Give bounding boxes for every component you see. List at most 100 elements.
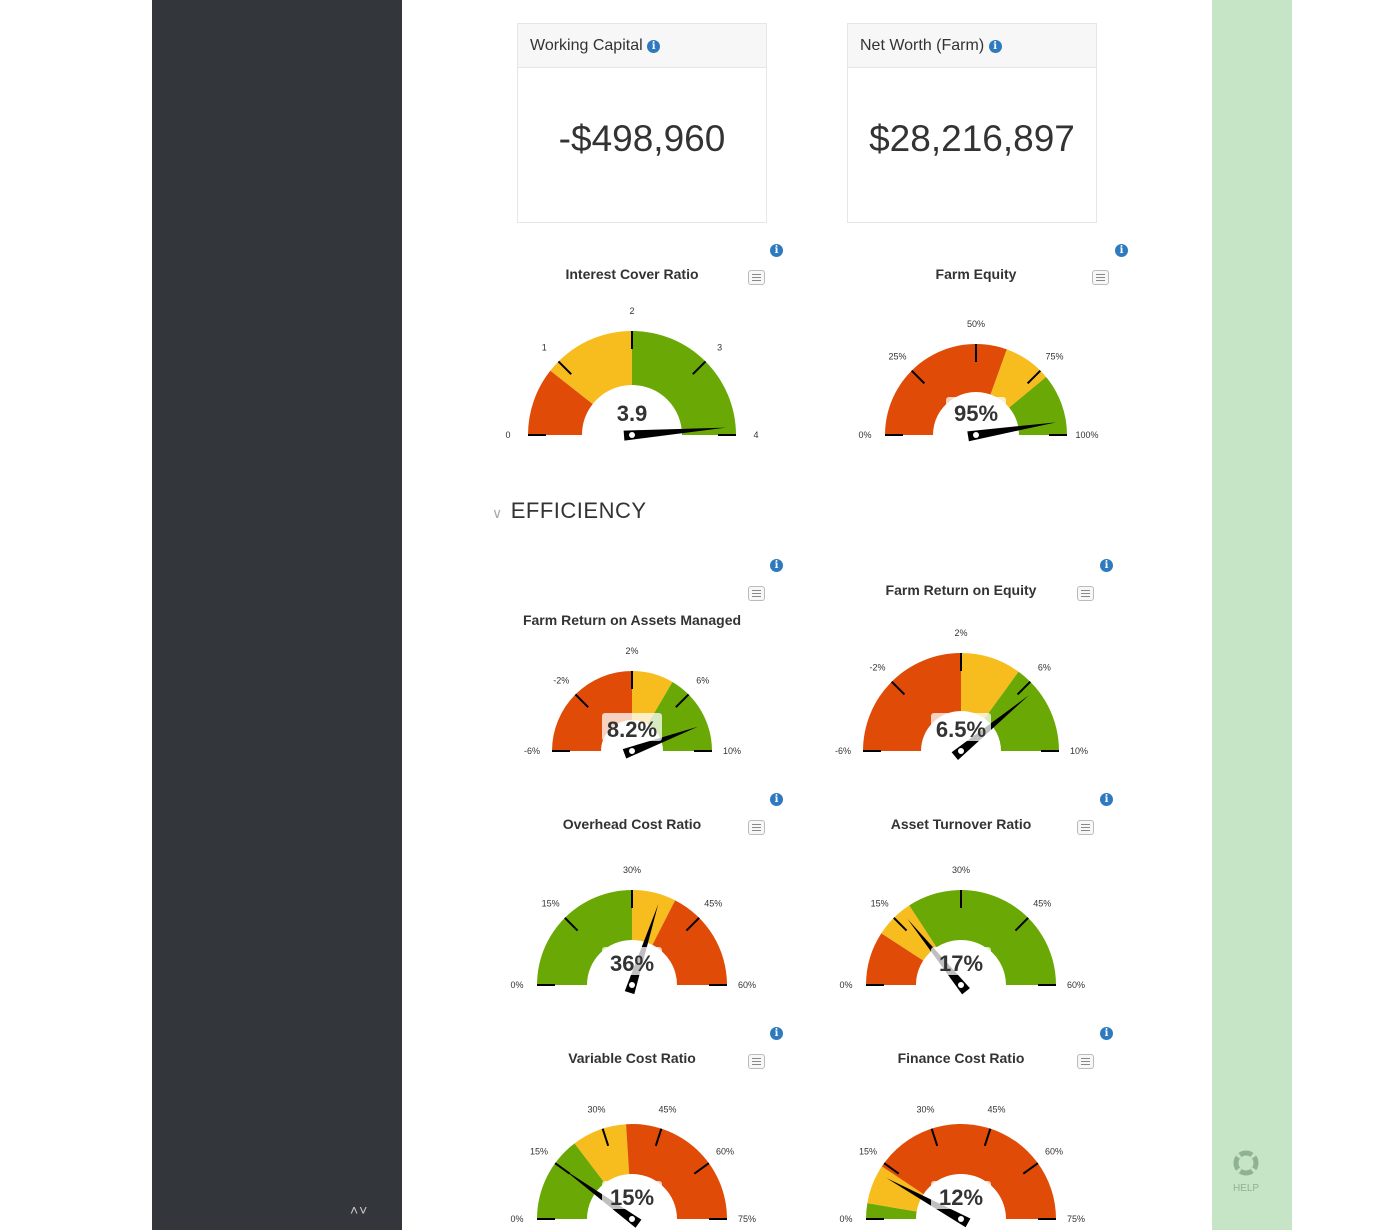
gauge-tick — [883, 1162, 900, 1175]
gauge-7: 0% 15% 30% 45% 60% 75% 12% — [839, 1105, 1085, 1228]
card-title: Net Worth (Farm) — [860, 37, 985, 54]
chart-menu-button[interactable] — [1077, 1054, 1094, 1069]
gauge-band-yellow — [550, 331, 632, 405]
gauge-tick-label: 45% — [659, 1105, 677, 1115]
gauge-value: 17% — [939, 951, 983, 976]
card-value: -$498,960 — [558, 118, 726, 159]
chart-menu-button[interactable] — [748, 270, 765, 285]
gauge-tick-label: 50% — [967, 319, 985, 329]
working-capital-card: Working Capital i -$498,960 — [517, 23, 767, 223]
gauge-tick-label: 30% — [952, 865, 970, 875]
gauge-title: Farm Equity — [935, 266, 1017, 282]
gauge-tick-label: 2% — [625, 646, 638, 656]
gauge-2: -6% -2% 2% 6% 10% 8.2% — [524, 646, 741, 759]
gauge-value-box — [602, 397, 662, 425]
gauge-tick-label: 1 — [542, 342, 547, 352]
gauge-tick-label: 30% — [587, 1105, 605, 1115]
help-button[interactable]: HELP — [1212, 1150, 1280, 1194]
gauge-needle — [622, 726, 698, 759]
gauge-tick-label: 45% — [1033, 899, 1051, 909]
gauge-needle — [967, 422, 1057, 442]
info-icon[interactable]: i — [770, 559, 783, 572]
gauge-band-red — [626, 1124, 727, 1219]
gauge-tick-label: 75% — [738, 1214, 756, 1224]
info-icon[interactable]: i — [1100, 1027, 1113, 1040]
info-icon[interactable]: i — [770, 1027, 783, 1040]
gauge-band-red — [885, 344, 1007, 435]
gauge-band-red — [881, 1124, 1056, 1219]
gauge-tick-label: 0% — [510, 980, 523, 990]
chart-menu-button[interactable] — [748, 820, 765, 835]
gauge-tick-label: 2% — [954, 628, 967, 638]
gauge-tick — [910, 369, 926, 385]
gauge-tick — [601, 1128, 610, 1147]
gauge-band-green — [1009, 376, 1067, 435]
gauge-tick — [685, 917, 700, 932]
gauge-tick-label: 6% — [696, 675, 709, 685]
gauge-band-red — [866, 933, 924, 985]
net-worth-card: Net Worth (Farm) i $28,216,897 — [847, 23, 1097, 223]
info-icon[interactable]: i — [988, 40, 1002, 53]
info-icon[interactable]: i — [770, 793, 783, 806]
info-icon[interactable]: i — [770, 244, 783, 257]
gauge-tick-label: 100% — [1075, 430, 1098, 440]
info-icon[interactable]: i — [1115, 244, 1128, 257]
gauge-band-green — [909, 889, 1056, 985]
gauge-tick-label: 10% — [723, 746, 741, 756]
gauge-1: 0% 25% 50% 75% 100% 95% — [858, 319, 1099, 442]
gauge-tick-label: -6% — [835, 746, 851, 756]
gauge-band-green — [984, 671, 1059, 751]
gauge-tick — [983, 1128, 992, 1147]
info-icon[interactable]: i — [1100, 793, 1113, 806]
gauge-tick — [1016, 680, 1032, 696]
gauge-0: 0 1 2 3 4 3.9 — [505, 306, 759, 441]
gauge-5: 0% 15% 30% 45% 60% 17% — [839, 865, 1085, 995]
chart-menu-button[interactable] — [1077, 586, 1094, 601]
gauge-band-yellow — [632, 671, 673, 725]
gauge-needle — [886, 1178, 971, 1228]
scroll-toggle-icon[interactable]: ˄˅ — [350, 1202, 369, 1218]
gauge-tick-label: 45% — [988, 1105, 1006, 1115]
section-title: EFFICIENCY — [510, 498, 647, 523]
gauge-tick-label: 0% — [839, 980, 852, 990]
gauge-tick-label: 25% — [889, 352, 907, 362]
gauge-value: 8.2% — [607, 717, 657, 742]
gauge-tick — [1026, 369, 1042, 385]
gauge-band-yellow — [990, 349, 1047, 408]
gauge-tick-label: 60% — [716, 1146, 734, 1156]
gauge-tick-label: 6% — [1038, 663, 1051, 673]
gauge-value: 95% — [954, 401, 998, 426]
chart-menu-button[interactable] — [1092, 270, 1109, 285]
gauge-band-red — [652, 900, 727, 985]
gauge-title: Farm Return on Equity — [885, 582, 1037, 598]
gauge-value: 6.5% — [936, 717, 986, 742]
gauge-pivot — [629, 982, 635, 988]
section-header-efficiency[interactable]: ∨ EFFICIENCY — [492, 498, 647, 524]
gauge-value-box — [602, 947, 662, 975]
gauge-band-yellow — [961, 653, 1019, 719]
gauge-tick — [654, 1128, 663, 1147]
chart-menu-button[interactable] — [1077, 820, 1094, 835]
gauge-tick-label: 30% — [623, 865, 641, 875]
gauge-tick — [557, 360, 572, 375]
gauge-value-box — [946, 397, 1006, 425]
gauge-tick-label: 0% — [858, 430, 871, 440]
gauge-tick-label: 75% — [1045, 352, 1063, 362]
chart-menu-button[interactable] — [748, 586, 765, 601]
gauge-tick-label: 0% — [839, 1214, 852, 1224]
chart-menu-button[interactable] — [748, 1054, 765, 1069]
gauge-band-green — [632, 331, 736, 435]
card-value: $28,216,897 — [869, 118, 1075, 159]
gauge-tick-label: 60% — [1067, 980, 1085, 990]
gauge-tick — [692, 360, 707, 375]
gauge-tick-label: 0% — [510, 1214, 523, 1224]
gauge-tick — [890, 680, 906, 696]
info-icon[interactable]: i — [1100, 559, 1113, 572]
gauge-tick-label: 4 — [753, 430, 758, 440]
gauge-tick-label: 15% — [542, 899, 560, 909]
gauge-tick — [893, 917, 908, 932]
info-icon[interactable]: i — [647, 40, 661, 53]
gauge-band-green — [537, 890, 632, 985]
gauge-value-box — [602, 1181, 662, 1209]
gauge-3: -6% -2% 2% 6% 10% 6.5% — [835, 628, 1088, 760]
